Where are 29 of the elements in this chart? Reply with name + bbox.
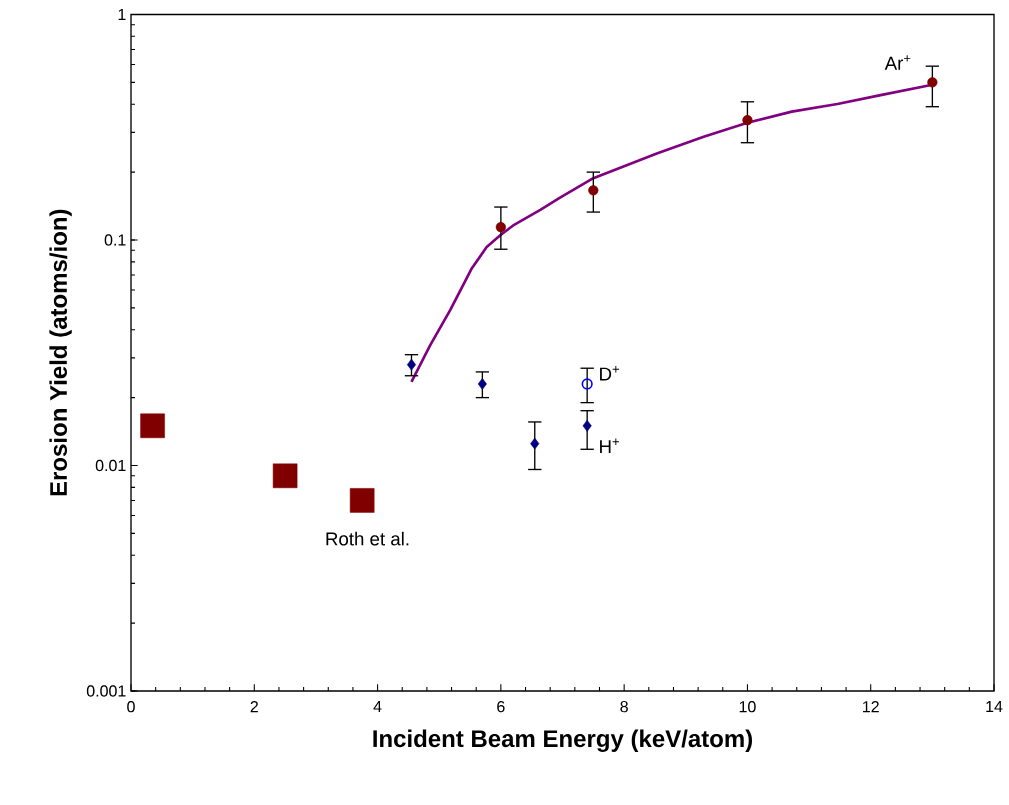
point [582,419,592,432]
point [588,185,599,196]
point [495,222,506,233]
y-tick-label: 0.1 [104,234,126,246]
point [349,488,375,513]
point [140,413,165,439]
series-label: H$^{+}$ [600,438,620,453]
x-tick-label: 2 [250,701,258,713]
series-label: Ar$^{+}$ [884,55,911,70]
series-label: D$^{+}$ [600,365,620,381]
y-tick-label: 1 [118,8,126,20]
y-axis-title: Erosion Yield (atoms/ion) [49,209,72,496]
point [477,378,487,390]
point [742,115,753,126]
x-tick-label: 12 [863,701,879,713]
x-tick-label: 6 [497,701,505,713]
point [927,77,938,88]
point [272,463,298,489]
series-label: Roth et al. [326,531,409,546]
x-tick-label: 8 [620,701,628,713]
x-tick-label: 4 [373,701,382,713]
point [530,437,540,450]
x-axis-title: Incident Beam Energy (keV/atom) [373,729,752,752]
x-tick-label: 0 [127,701,135,713]
point [581,378,593,390]
x-tick-label: 14 [986,701,1003,713]
y-tick-label: 0.001 [86,685,126,697]
y-tick-label: 0.01 [95,459,126,472]
x-tick-label: 10 [739,701,756,713]
